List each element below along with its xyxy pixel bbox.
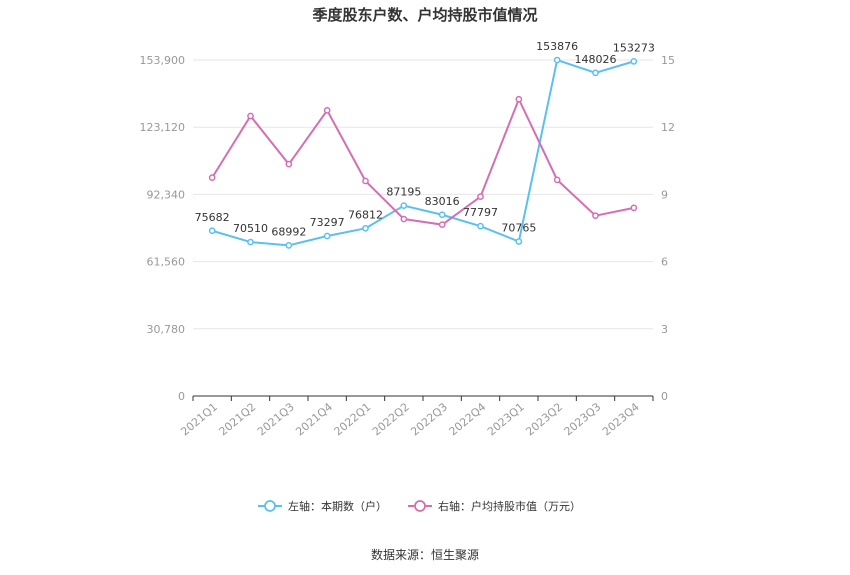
data-label: 153273 bbox=[613, 41, 655, 54]
series-group bbox=[208, 56, 638, 249]
data-point[interactable] bbox=[553, 176, 561, 184]
x-tick-label: 2021Q2 bbox=[217, 400, 259, 438]
series-line-1 bbox=[211, 58, 635, 247]
data-point[interactable] bbox=[592, 212, 599, 220]
data-label: 148026 bbox=[575, 53, 617, 66]
data-point[interactable] bbox=[553, 56, 561, 64]
legend-item-2[interactable]: 右轴：户均持股市值（万元） bbox=[408, 499, 581, 513]
data-point[interactable] bbox=[515, 238, 523, 245]
x-tick-label: 2023Q4 bbox=[600, 400, 642, 438]
data-point[interactable] bbox=[208, 227, 216, 235]
data-point[interactable] bbox=[323, 107, 331, 114]
legend-label: 左轴：本期数（户） bbox=[288, 499, 387, 513]
legend-marker bbox=[414, 500, 426, 512]
data-label: 70510 bbox=[233, 222, 268, 235]
x-tick-label: 2023Q2 bbox=[523, 400, 565, 438]
left-tick-label: 153,900 bbox=[140, 54, 186, 67]
data-point[interactable] bbox=[630, 58, 638, 65]
data-label: 75682 bbox=[195, 211, 230, 224]
data-point[interactable] bbox=[362, 224, 369, 232]
data-point[interactable] bbox=[438, 211, 446, 219]
left-tick-label: 123,120 bbox=[140, 121, 186, 134]
data-point[interactable] bbox=[208, 174, 216, 181]
legend[interactable]: 左轴：本期数（户） 右轴：户均持股市值（万元） bbox=[258, 499, 581, 513]
chart-title: 季度股东户数、户均持股市值情况 bbox=[312, 6, 537, 24]
axes: 0 0 30,780 3 61,560 6 92,340 9 123,120 12 153,900 1… bbox=[140, 54, 676, 438]
data-label: 68992 bbox=[271, 225, 306, 238]
data-point[interactable] bbox=[285, 242, 293, 249]
x-tick-label: 2023Q1 bbox=[485, 400, 527, 438]
x-tick-label: 2021Q4 bbox=[293, 400, 335, 438]
data-point[interactable] bbox=[362, 177, 369, 185]
right-tick-label: 12 bbox=[661, 121, 675, 134]
legend-label: 右轴：户均持股市值（万元） bbox=[438, 499, 581, 513]
x-tick-label: 2022Q1 bbox=[332, 400, 374, 438]
data-point[interactable] bbox=[400, 202, 408, 209]
grid-lines bbox=[193, 59, 653, 330]
data-point[interactable] bbox=[630, 204, 638, 212]
right-tick-label: 0 bbox=[661, 390, 668, 403]
left-tick-label: 61,560 bbox=[147, 256, 186, 269]
x-tick-label: 2021Q3 bbox=[255, 400, 297, 438]
data-point[interactable] bbox=[477, 193, 484, 200]
x-tick-label: 2022Q2 bbox=[370, 400, 412, 438]
data-label: 77797 bbox=[463, 206, 498, 219]
data-label: 87195 bbox=[386, 186, 421, 199]
data-point[interactable] bbox=[477, 222, 484, 230]
data-point[interactable] bbox=[592, 69, 599, 77]
legend-item-1[interactable]: 左轴：本期数（户） bbox=[258, 499, 387, 513]
left-tick-label: 0 bbox=[178, 390, 185, 403]
data-label: 73297 bbox=[310, 216, 345, 229]
right-tick-label: 6 bbox=[661, 256, 668, 269]
data-point[interactable] bbox=[285, 160, 293, 168]
x-tick-label: 2022Q3 bbox=[408, 400, 450, 438]
right-tick-label: 9 bbox=[661, 188, 668, 201]
data-label: 70765 bbox=[501, 222, 536, 235]
data-point[interactable] bbox=[247, 238, 254, 246]
data-point[interactable] bbox=[323, 232, 331, 240]
data-label: 83016 bbox=[425, 195, 460, 208]
right-tick-label: 15 bbox=[661, 54, 675, 67]
data-label: 76812 bbox=[348, 208, 383, 221]
data-label: 153876 bbox=[536, 40, 578, 53]
data-point[interactable] bbox=[400, 215, 408, 223]
left-tick-label: 92,340 bbox=[147, 188, 186, 201]
legend-marker bbox=[264, 500, 276, 512]
x-tick-label: 2021Q1 bbox=[178, 400, 220, 438]
source-note: 数据来源：恒生聚源 bbox=[371, 547, 479, 562]
x-tick-label: 2023Q3 bbox=[562, 400, 604, 438]
data-point[interactable] bbox=[247, 112, 254, 120]
left-tick-label: 30,780 bbox=[147, 323, 186, 336]
right-tick-label: 3 bbox=[661, 323, 668, 336]
data-point[interactable] bbox=[515, 95, 523, 103]
series-line-2 bbox=[211, 96, 635, 226]
x-tick-label: 2022Q4 bbox=[447, 400, 489, 438]
data-point[interactable] bbox=[438, 221, 446, 228]
